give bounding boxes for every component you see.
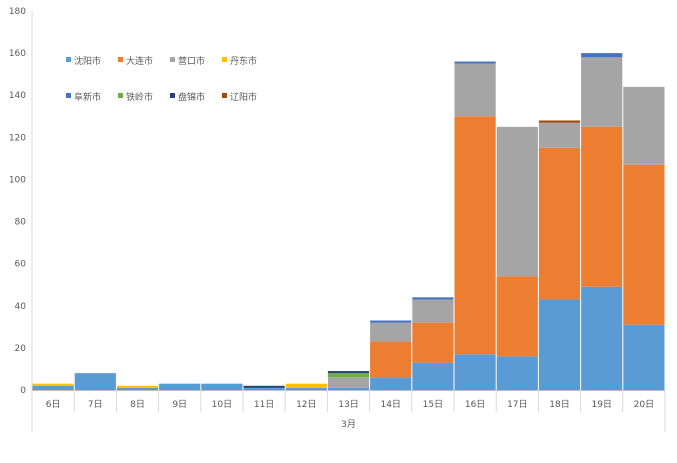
bar-segment-营口市-14日 (370, 322, 412, 342)
bar-segment-沈阳市-11日 (243, 387, 285, 390)
y-tick-label: 120 (9, 133, 26, 143)
bar-segment-大连市-20日 (623, 164, 665, 325)
bar-segment-大连市-17日 (496, 276, 538, 357)
bar-segment-营口市-13日 (327, 377, 370, 388)
bar-segment-沈阳市-13日 (327, 387, 370, 390)
bar-segment-阜新市-16日 (454, 61, 496, 64)
bar-segment-大连市-18日 (538, 147, 581, 300)
bar-segment-沈阳市-12日 (285, 387, 327, 390)
y-tick-label: 160 (9, 49, 26, 59)
bar-segment-盘锦市-11日 (243, 385, 285, 388)
bar-segment-营口市-18日 (538, 122, 581, 148)
legend-label: 阜新市 (74, 91, 101, 103)
x-tick-label: 11日 (254, 399, 274, 410)
bar-segment-沈阳市-7日 (74, 373, 116, 390)
bar-segment-营口市-20日 (623, 86, 665, 165)
x-tick-label: 20日 (634, 399, 654, 410)
legend-swatch (118, 93, 123, 98)
bar-segment-营口市-16日 (454, 63, 496, 117)
x-tick-label: 14日 (380, 399, 400, 410)
bar-segment-丹东市-12日 (285, 383, 327, 388)
bar-segment-沈阳市-6日 (32, 385, 74, 390)
bar-segment-盘锦市-13日 (327, 371, 370, 374)
y-tick-label: 180 (9, 7, 26, 17)
x-tick-label: 6日 (46, 399, 61, 410)
legend-item-阜新市: 阜新市 (66, 91, 101, 103)
bar-segment-辽阳市-18日 (538, 120, 581, 123)
bar-stacks (32, 53, 665, 390)
y-tick-label: 0 (20, 386, 26, 396)
bar-segment-沈阳市-20日 (623, 324, 665, 390)
y-tick-label: 60 (15, 260, 27, 270)
bar-segment-沈阳市-10日 (201, 383, 243, 390)
legend-swatch (222, 93, 227, 98)
legend-label: 盘锦市 (178, 91, 205, 103)
bar-segment-沈阳市-9日 (159, 383, 201, 390)
legend-swatch (170, 93, 175, 98)
x-tick-label: 16日 (465, 399, 485, 410)
legend-swatch (66, 93, 71, 98)
bar-segment-大连市-14日 (370, 341, 412, 378)
y-tick-label: 100 (9, 175, 26, 185)
legend-swatch (66, 57, 71, 62)
bar-segment-营口市-19日 (581, 57, 623, 127)
bar-segment-阜新市-15日 (412, 297, 454, 300)
legend-item-铁岭市: 铁岭市 (118, 91, 153, 103)
bar-segment-沈阳市-17日 (496, 356, 538, 390)
x-tick-label: 13日 (338, 399, 358, 410)
bar-segment-营口市-17日 (496, 126, 538, 277)
x-tick-label: 15日 (423, 399, 443, 410)
legend-swatch (118, 57, 123, 62)
legend-item-丹东市: 丹东市 (222, 55, 257, 67)
x-tick-label: 17日 (507, 399, 527, 410)
legend-item-盘锦市: 盘锦市 (170, 91, 205, 103)
legend-label: 营口市 (178, 55, 205, 67)
x-tick-label: 12日 (296, 399, 316, 410)
legend-item-沈阳市: 沈阳市 (66, 55, 101, 67)
x-tick-label: 8日 (130, 399, 145, 410)
x-tick-label: 18日 (549, 399, 569, 410)
legend-swatch (170, 57, 175, 62)
legend-label: 铁岭市 (126, 91, 153, 103)
bar-segment-沈阳市-14日 (370, 377, 412, 390)
bar-segment-营口市-15日 (412, 299, 454, 323)
y-tick-label: 80 (15, 218, 27, 228)
legend-label: 大连市 (126, 55, 153, 67)
bar-segment-沈阳市-15日 (412, 362, 454, 390)
bar-segment-阜新市-19日 (581, 53, 623, 58)
legend-label: 丹东市 (230, 55, 257, 67)
x-group-label: 3月 (341, 419, 356, 430)
legend-item-营口市: 营口市 (170, 55, 205, 67)
y-tick-label: 140 (9, 91, 26, 101)
bar-segment-沈阳市-19日 (581, 286, 623, 390)
bar-segment-大连市-19日 (581, 126, 623, 287)
legend-item-辽阳市: 辽阳市 (222, 91, 257, 103)
bar-segment-铁岭市-13日 (327, 373, 370, 378)
bar-segment-大连市-16日 (454, 116, 496, 355)
x-tick-label: 7日 (88, 399, 103, 410)
x-tick-label: 10日 (212, 399, 232, 410)
axes: 0 20 40 60 80 100 120 140 160 180 6日 7日 8日 9日 10日 11日 12… (9, 7, 666, 432)
bar-segment-沈阳市-8日 (116, 387, 159, 390)
legend-label: 沈阳市 (74, 55, 101, 67)
bar-segment-阜新市-14日 (370, 320, 412, 323)
bar-segment-丹东市-6日 (32, 383, 74, 386)
bar-segment-沈阳市-18日 (538, 299, 581, 390)
bar-segment-丹东市-8日 (116, 385, 159, 388)
y-tick-label: 40 (15, 302, 27, 312)
x-tick-label: 19日 (591, 399, 611, 410)
bar-segment-大连市-15日 (412, 322, 454, 363)
y-tick-label: 20 (15, 344, 27, 354)
bar-segment-沈阳市-16日 (454, 354, 496, 390)
legend-swatch (222, 57, 227, 62)
legend-item-大连市: 大连市 (118, 55, 153, 67)
x-tick-label: 9日 (172, 399, 187, 410)
legend-label: 辽阳市 (230, 91, 257, 103)
